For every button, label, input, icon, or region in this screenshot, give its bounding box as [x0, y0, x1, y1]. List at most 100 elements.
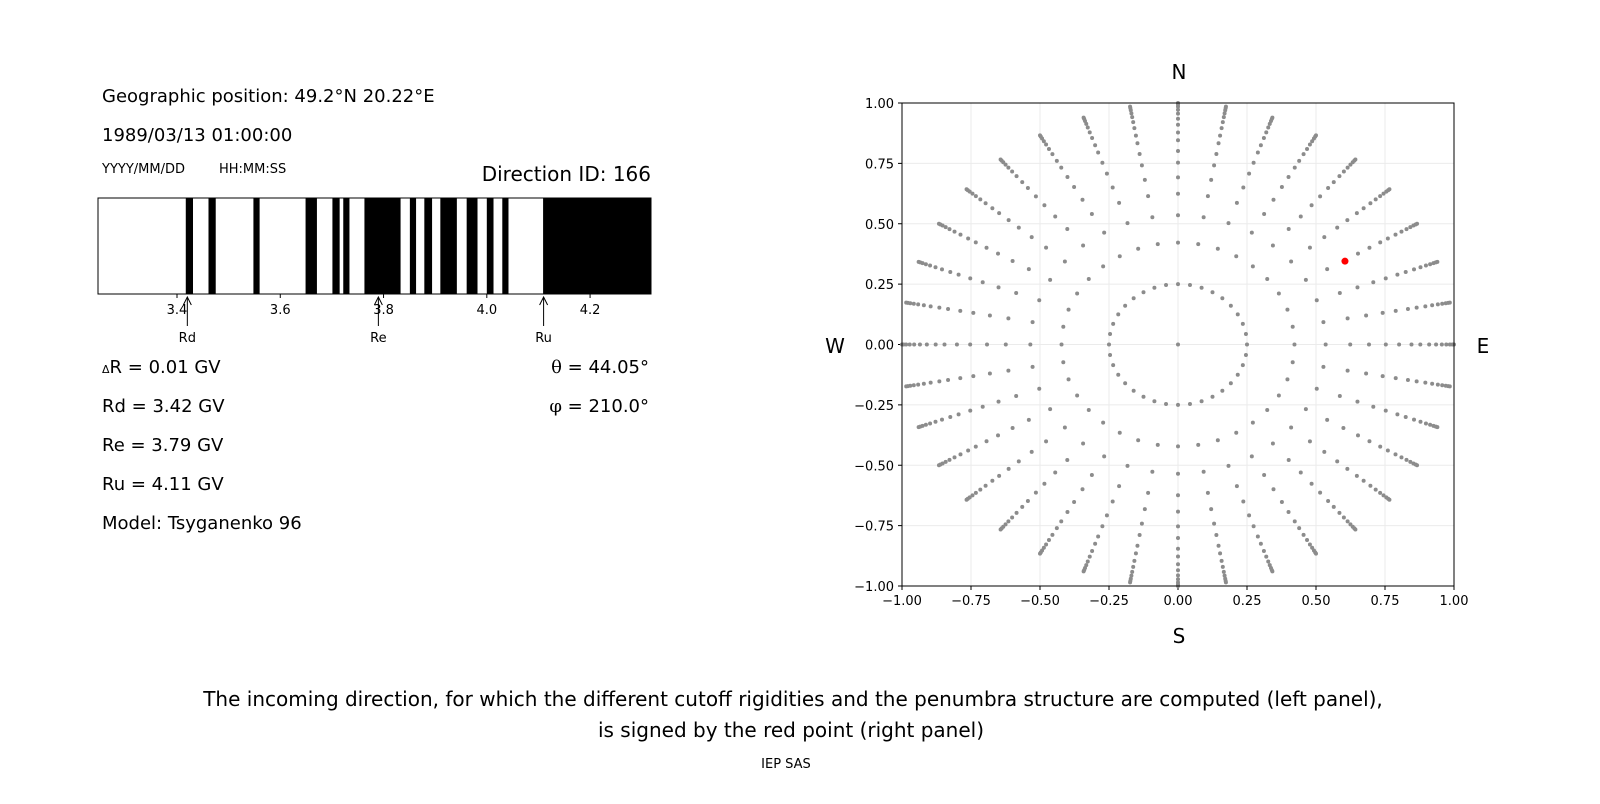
- direction-point: [1220, 388, 1225, 393]
- direction-point: [936, 463, 941, 468]
- direction-point: [911, 301, 916, 306]
- direction-point: [1139, 163, 1144, 168]
- direction-point: [1176, 546, 1180, 551]
- direction-point: [1395, 412, 1400, 417]
- direction-point: [1214, 533, 1219, 538]
- phi-symbol: φ: [549, 396, 562, 417]
- direction-point: [1107, 342, 1111, 347]
- direction-point: [1072, 185, 1077, 190]
- direction-point: [1279, 499, 1284, 504]
- direction-point: [1135, 141, 1140, 146]
- direction-point: [1062, 425, 1067, 430]
- direction-point: [1117, 484, 1122, 489]
- direction-point: [1366, 342, 1371, 347]
- direction-point: [1196, 442, 1201, 447]
- direction-point: [1029, 235, 1034, 240]
- direction-point: [980, 404, 985, 409]
- direction-point: [1085, 559, 1090, 564]
- direction-point: [1247, 171, 1252, 176]
- forbidden-band: [208, 198, 216, 294]
- direction-point: [973, 194, 978, 199]
- direction-point: [1014, 174, 1019, 179]
- direction-point: [1322, 235, 1327, 240]
- direction-point: [904, 384, 909, 389]
- direction-point: [1176, 573, 1180, 578]
- direction-point: [1285, 377, 1290, 382]
- y-tick-label: −0.25: [854, 399, 894, 414]
- direction-point: [1364, 313, 1369, 318]
- direction-point: [1218, 133, 1223, 138]
- direction-point: [1354, 211, 1359, 216]
- direction-point: [1403, 269, 1408, 274]
- direction-point: [1307, 439, 1312, 444]
- direction-point: [1176, 493, 1180, 498]
- direction-point: [1116, 312, 1121, 317]
- direction-point: [1301, 152, 1306, 157]
- direction-point: [1210, 394, 1215, 399]
- direction-point: [1307, 542, 1312, 547]
- direction-point: [1199, 285, 1204, 290]
- direction-point: [1044, 245, 1049, 250]
- direction-point: [1150, 215, 1155, 220]
- direction-point: [1262, 211, 1267, 216]
- direction-point: [939, 417, 944, 422]
- marker-label-ru: Ru: [535, 331, 552, 346]
- direction-point: [1250, 420, 1255, 425]
- forbidden-band: [486, 198, 494, 294]
- direction-point: [1065, 174, 1070, 179]
- y-tick-label: 1.00: [865, 97, 894, 112]
- direction-point: [1030, 320, 1035, 325]
- direction-point: [1026, 267, 1031, 272]
- x-tick-label: −0.75: [951, 594, 991, 609]
- direction-point: [1090, 549, 1095, 554]
- direction-point: [1325, 417, 1330, 422]
- direction-point: [1290, 324, 1295, 329]
- direction-point: [1303, 277, 1308, 282]
- direction-point: [1176, 149, 1180, 154]
- direction-point: [1090, 135, 1095, 140]
- direction-point: [1136, 438, 1141, 443]
- direction-point: [1228, 381, 1233, 386]
- direction-point: [936, 221, 941, 226]
- theta-value: θ = 44.05°: [551, 357, 649, 378]
- direction-point: [1240, 321, 1245, 326]
- bar-frame: [97, 197, 652, 295]
- direction-point: [973, 444, 978, 449]
- direction-point: [1297, 158, 1302, 163]
- forbidden-band: [440, 198, 457, 294]
- direction-point: [978, 487, 983, 492]
- direction-point: [1042, 481, 1047, 486]
- direction-point: [1404, 457, 1409, 462]
- direction-point: [1132, 558, 1137, 563]
- delta-r: ΔR = 0.01 GV: [102, 357, 221, 378]
- direction-point: [996, 285, 1001, 290]
- marker-label-re: Re: [370, 331, 386, 346]
- direction-point: [980, 280, 985, 285]
- direction-point: [1132, 126, 1137, 131]
- direction-point: [1210, 290, 1215, 295]
- direction-point: [1102, 454, 1107, 459]
- direction-point: [1418, 419, 1423, 424]
- direction-point: [1297, 526, 1302, 531]
- direction-point: [1141, 394, 1146, 399]
- direction-point: [1176, 509, 1180, 514]
- direction-point: [1014, 290, 1019, 295]
- direction-point: [1089, 473, 1094, 478]
- phi-text: = 210.0°: [562, 396, 649, 417]
- marker-arrow-head: [373, 295, 383, 306]
- direction-point: [1050, 152, 1055, 157]
- direction-point: [1209, 177, 1214, 182]
- direction-point: [1086, 276, 1091, 281]
- direction-point: [1258, 541, 1263, 546]
- direction-point: [1353, 527, 1358, 532]
- selected-direction-point: [1341, 257, 1349, 265]
- direction-point: [1044, 439, 1049, 444]
- theta-text: = 44.05°: [562, 357, 649, 378]
- direction-point: [933, 342, 938, 347]
- direction-point: [1292, 342, 1297, 347]
- direction-point: [1123, 303, 1128, 308]
- direction-point: [1234, 200, 1239, 205]
- delta-symbol: Δ: [102, 363, 110, 376]
- direction-point: [1261, 549, 1266, 554]
- direction-point: [1341, 169, 1346, 174]
